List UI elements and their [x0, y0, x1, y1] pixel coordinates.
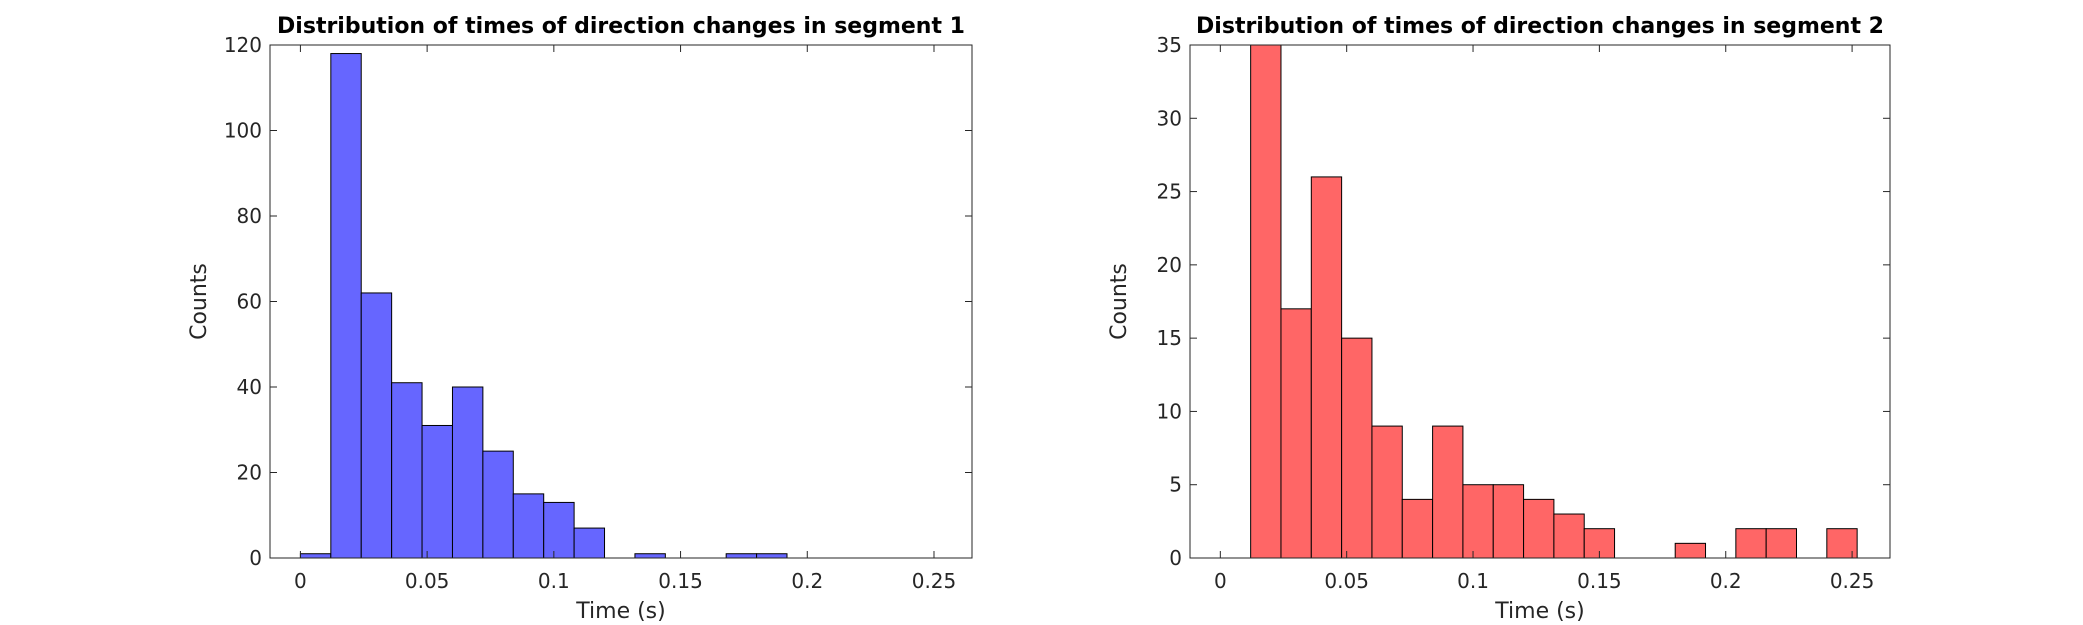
histogram-bar-segment-2	[1341, 337, 1373, 559]
histogram-bar-segment-2	[1523, 498, 1555, 559]
histogram-bar-segment-1	[573, 527, 606, 559]
y-axis-label-segment-1: Counts	[187, 263, 212, 340]
x-tick-label-segment-1: 0.15	[658, 569, 703, 593]
histogram-bar-segment-1	[756, 553, 788, 559]
histogram-bar-segment-2	[1250, 44, 1282, 559]
y-tick-label-segment-1: 100	[224, 119, 262, 143]
x-tick-label-segment-1: 0.2	[791, 569, 823, 593]
bars-segment-1	[299, 53, 788, 559]
y-tick-label-segment-1: 60	[237, 290, 262, 314]
y-tick-label-segment-1: 80	[237, 204, 262, 228]
histogram-bar-segment-1	[512, 493, 545, 559]
histogram-bar-segment-1	[725, 553, 758, 559]
x-tick-label-segment-2: 0.2	[1710, 569, 1742, 593]
histogram-bar-segment-1	[634, 553, 666, 559]
y-tick-label-segment-2: 30	[1157, 106, 1182, 130]
histogram-bar-segment-1	[330, 53, 362, 559]
y-tick-label-segment-2: 0	[1169, 546, 1182, 570]
y-tick-label-segment-1: 40	[237, 375, 262, 399]
histogram-bar-segment-1	[391, 382, 423, 559]
histogram-bar-segment-1	[482, 450, 514, 559]
histogram-bar-segment-1	[299, 553, 332, 559]
x-axis-label-segment-2: Time (s)	[1494, 599, 1584, 624]
x-axis-label-segment-1: Time (s)	[575, 599, 665, 624]
histogram-bar-segment-2	[1765, 528, 1797, 559]
histogram-bar-segment-2	[1310, 176, 1343, 559]
histogram-bar-segment-2	[1280, 308, 1312, 559]
histogram-bar-segment-2	[1553, 513, 1585, 559]
x-tick-label-segment-2: 0.15	[1577, 569, 1622, 593]
y-tick-label-segment-1: 0	[249, 546, 262, 570]
y-tick-label-segment-1: 120	[224, 33, 262, 57]
ticks-segment-1: 0 0.05 0.1 0.15 0.2 0.25 0 20 40 60 80 100 120	[224, 33, 972, 593]
histogram-bar-segment-2	[1401, 498, 1434, 559]
y-tick-label-segment-2: 15	[1157, 326, 1182, 350]
x-tick-label-segment-2: 0.05	[1324, 569, 1369, 593]
chart-title-segment-2: Distribution of times of direction chang…	[1196, 14, 1884, 39]
plot-frame-segment-2	[1189, 44, 1891, 559]
histogram-bar-segment-1	[451, 386, 484, 559]
histogram-bar-segment-2	[1371, 425, 1403, 559]
y-tick-label-segment-2: 25	[1157, 180, 1182, 204]
histogram-bar-segment-2	[1492, 484, 1525, 559]
y-axis-label-segment-2: Counts	[1107, 263, 1132, 340]
histogram-bar-segment-1	[421, 424, 453, 559]
x-tick-label-segment-2: 0.1	[1457, 569, 1489, 593]
x-tick-label-segment-1: 0	[294, 569, 307, 593]
y-tick-label-segment-2: 5	[1169, 473, 1182, 497]
x-tick-label-segment-1: 0.1	[538, 569, 570, 593]
histogram-bar-segment-2	[1432, 425, 1464, 559]
ticks-segment-2: 0 0.05 0.1 0.15 0.2 0.25 0 5 10 15 20 25 30 35	[1157, 33, 1890, 593]
y-tick-label-segment-1: 20	[237, 461, 262, 485]
chart-panel-segment-2: 0 0.05 0.1 0.15 0.2 0.25 0 5 10 15 20 25 30 35 Distri…	[1107, 14, 1891, 624]
chart-title-segment-1: Distribution of times of direction chang…	[277, 14, 965, 39]
chart-panel-segment-1: 0 0.05 0.1 0.15 0.2 0.25 0 20 40 60 80 100 120 Distr…	[187, 14, 973, 624]
histogram-bar-segment-1	[360, 292, 393, 559]
x-tick-label-segment-1: 0.25	[912, 569, 957, 593]
x-tick-label-segment-2: 0	[1214, 569, 1227, 593]
histogram-bar-segment-1	[543, 501, 575, 559]
y-tick-label-segment-2: 35	[1157, 33, 1182, 57]
histogram-bar-segment-2	[1674, 542, 1707, 559]
histogram-bar-segment-2	[1462, 484, 1494, 559]
histogram-bar-segment-2	[1735, 528, 1767, 559]
y-tick-label-segment-2: 20	[1157, 253, 1182, 277]
y-tick-label-segment-2: 10	[1157, 399, 1182, 423]
x-tick-label-segment-2: 0.25	[1830, 569, 1875, 593]
histogram-bar-segment-2	[1826, 528, 1858, 559]
x-tick-label-segment-1: 0.05	[405, 569, 450, 593]
